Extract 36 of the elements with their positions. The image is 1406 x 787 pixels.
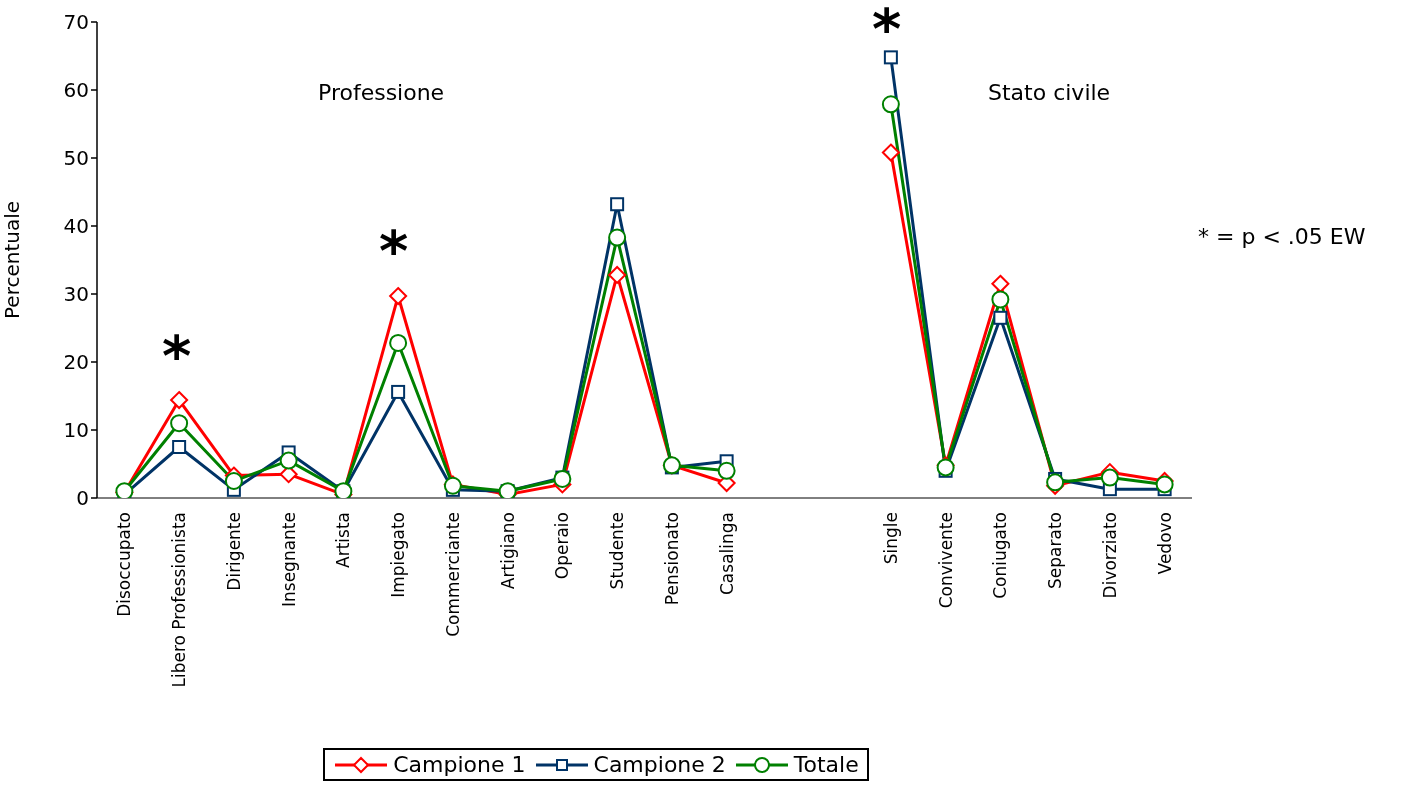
x-tick-label: Libero Professionista <box>169 512 190 688</box>
y-tick-label: 30 <box>63 282 89 307</box>
x-tick-label: Separato <box>1045 512 1066 589</box>
text: * = p < .05 EW <box>1198 224 1366 249</box>
x-tick-label: Vedovo <box>1154 512 1175 575</box>
x-tick-label: Casalinga <box>716 512 737 595</box>
y-tick-label: 20 <box>63 350 89 375</box>
annotation: Stato civile <box>988 80 1111 105</box>
y-tick-label: 50 <box>63 146 89 171</box>
x-tick-label: Artista <box>333 512 354 568</box>
annotation: * <box>162 323 192 388</box>
y-tick-label: 40 <box>63 214 89 239</box>
legend-label: Campione 1 <box>393 752 526 777</box>
legend-label: Totale <box>793 752 859 777</box>
x-tick-label: Pensionato <box>661 512 682 606</box>
x-tick-label: Divorziato <box>1099 512 1120 599</box>
x-tick-label: Commerciante <box>442 512 463 637</box>
x-tick-label: Artigiano <box>497 512 518 590</box>
x-tick-label: Studente <box>607 512 628 590</box>
x-tick-label: Single <box>880 512 901 565</box>
annotation: * <box>379 218 409 283</box>
x-tick-label: Operaio <box>552 512 573 580</box>
x-tick-label: Coniugato <box>990 512 1011 599</box>
y-tick-label: 0 <box>76 486 89 511</box>
x-tick-label: Convivente <box>935 512 956 609</box>
y-tick-label: 70 <box>63 10 89 35</box>
x-tick-label: Insegnante <box>278 512 299 607</box>
y-axis-title: Percentuale <box>0 200 25 320</box>
legend-label: Campione 2 <box>593 752 726 777</box>
y-tick-label: 10 <box>63 418 89 443</box>
annotation: * <box>872 0 902 61</box>
x-tick-label: Dirigente <box>223 512 244 591</box>
y-tick-label: 60 <box>63 78 89 103</box>
x-tick-label: Impiegato <box>388 512 409 598</box>
x-tick-label: Disoccupato <box>114 512 135 617</box>
annotation: Professione <box>318 80 445 105</box>
